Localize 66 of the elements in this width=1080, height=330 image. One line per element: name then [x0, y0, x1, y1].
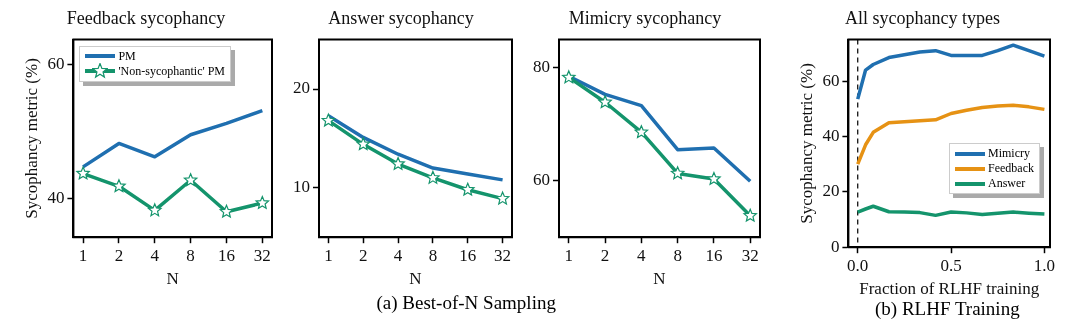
x-tick-label: 4: [393, 245, 403, 265]
text: (b) RLHF Training: [875, 298, 1020, 320]
y-axis-title: Sycophancy metric (%): [796, 63, 816, 224]
x-tick-label: 32: [253, 245, 271, 265]
point: [356, 137, 371, 151]
point: [743, 208, 757, 222]
point: [562, 70, 576, 84]
chart-title: Feedback sycophancy: [66, 7, 226, 28]
x-tick-label: 1: [324, 245, 333, 265]
y-tick-label: 60: [47, 53, 65, 73]
point: [707, 171, 721, 185]
x-tick-label: 0.5: [940, 255, 962, 275]
x-tick-label: 16: [705, 245, 723, 265]
point: [670, 166, 685, 180]
point: [219, 204, 234, 218]
x-tick-label: 8: [186, 245, 195, 265]
legend-label: Mimicry: [988, 146, 1030, 162]
point: [495, 191, 510, 205]
y-tick-label: 0: [830, 236, 840, 256]
x-tick-label: 2: [358, 245, 368, 265]
y-tick-label: 20: [293, 78, 310, 98]
y-tick-label: 80: [533, 57, 550, 77]
legend-label: Answer: [988, 176, 1026, 192]
point: [634, 125, 649, 139]
point: [598, 95, 612, 109]
text: (a) Best-of-N Sampling: [376, 292, 556, 314]
y-tick-label: 20: [822, 181, 840, 201]
x-tick-label: 16: [459, 245, 477, 265]
x-tick-label: 4: [150, 245, 160, 265]
chart-title: Mimicry sycophancy: [568, 7, 722, 28]
x-tick-label: 1: [564, 245, 574, 265]
x-tick-label: 1: [78, 245, 88, 265]
point: [183, 173, 198, 187]
y-tick-label: 60: [533, 170, 550, 190]
x-tick-label: 0.0: [847, 255, 869, 275]
legend-label: PM: [118, 48, 136, 64]
x-axis-title: Fraction of RLHF training: [859, 279, 1040, 299]
legend-label: Feedback: [988, 161, 1034, 177]
x-tick-label: 32: [741, 245, 759, 265]
point: [426, 170, 440, 184]
legend-label: 'Non-sycophantic' PM: [118, 63, 226, 79]
y-axis-title: Sycophancy metric (%): [21, 58, 41, 219]
y-tick-label: 40: [47, 187, 65, 207]
x-axis-title: N: [166, 269, 179, 289]
point: [391, 156, 405, 170]
y-tick-label: 60: [822, 70, 840, 90]
x-tick-label: 8: [673, 245, 682, 265]
x-tick-label: 32: [494, 245, 512, 265]
y-tick-label: 10: [293, 177, 310, 197]
x-tick-label: 1.0: [1033, 255, 1056, 275]
x-axis-title: N: [409, 269, 422, 289]
chart-title: Answer sycophancy: [328, 7, 474, 28]
x-tick-label: 2: [114, 245, 124, 265]
point: [147, 203, 162, 217]
point: [112, 179, 126, 193]
point: [76, 166, 90, 180]
x-tick-label: 4: [637, 245, 647, 265]
point: [321, 113, 336, 127]
x-axis-title: N: [653, 269, 666, 289]
x-tick-label: 2: [600, 245, 610, 265]
chart-title: All sycophancy types: [845, 7, 1000, 28]
point: [255, 195, 270, 209]
x-tick-label: 8: [428, 245, 438, 265]
y-tick-label: 40: [822, 125, 840, 145]
x-tick-label: 16: [217, 245, 235, 265]
point: [460, 182, 475, 196]
